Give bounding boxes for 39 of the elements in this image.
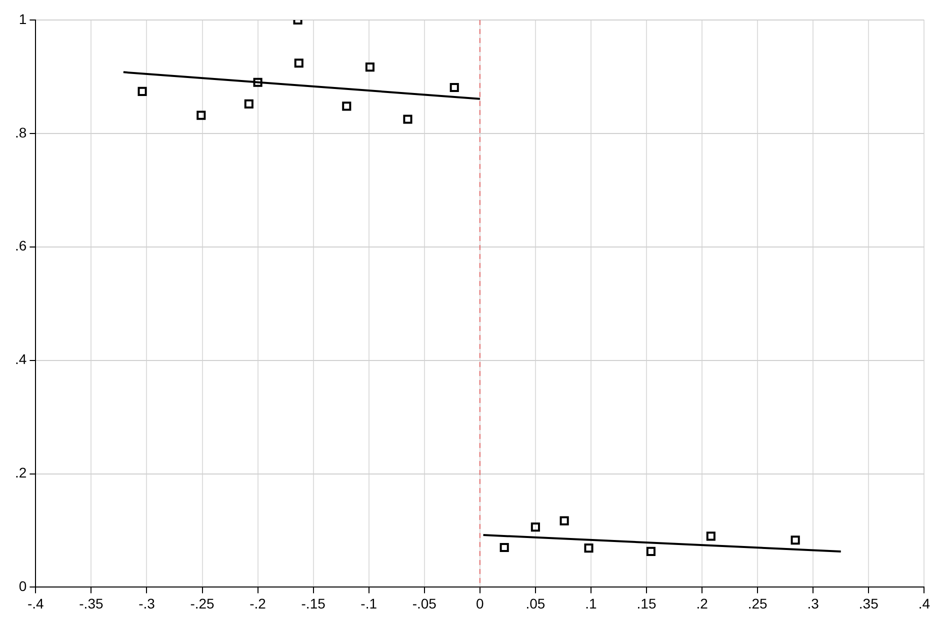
y-tick-label: 0 [18,578,27,594]
point [584,544,594,553]
point [646,546,656,556]
y-tick-label: 1 [18,10,27,27]
x-tick-label: -.05 [412,595,437,612]
point [253,78,262,87]
point [196,110,206,120]
x-tick-label: .35 [858,595,879,612]
x-tick-label: .2 [696,595,708,612]
x-tick-label: .05 [526,595,546,612]
x-tick-label: -.1 [360,595,378,612]
point [294,58,304,68]
x-tick-label: -.4 [28,595,44,612]
y-tick-label: .6 [14,238,27,254]
x-tick-label: -.2 [250,595,266,612]
point [450,82,459,92]
x-tick-label: .25 [748,595,768,612]
point [403,114,412,124]
x-tick-label: .3 [807,595,820,612]
x-tick-label: -.35 [79,595,104,612]
x-tick-label: .4 [918,595,930,612]
point [342,102,352,111]
point [530,522,540,532]
y-tick-label: .4 [14,351,27,368]
point [138,86,147,96]
x-tick-label: .1 [585,595,598,612]
x-tick-label: -.15 [301,595,326,612]
x-tick-label: .15 [636,595,656,612]
point [500,542,509,552]
point [790,536,800,545]
y-tick-label: .8 [14,124,27,140]
point [365,62,375,72]
point [706,532,716,541]
x-tick-label: -.25 [190,595,215,612]
x-tick-label: 0 [476,595,484,612]
point [244,99,254,108]
point [560,516,569,526]
x-tick-label: -.3 [138,595,156,612]
y-tick-label: .2 [14,464,27,481]
